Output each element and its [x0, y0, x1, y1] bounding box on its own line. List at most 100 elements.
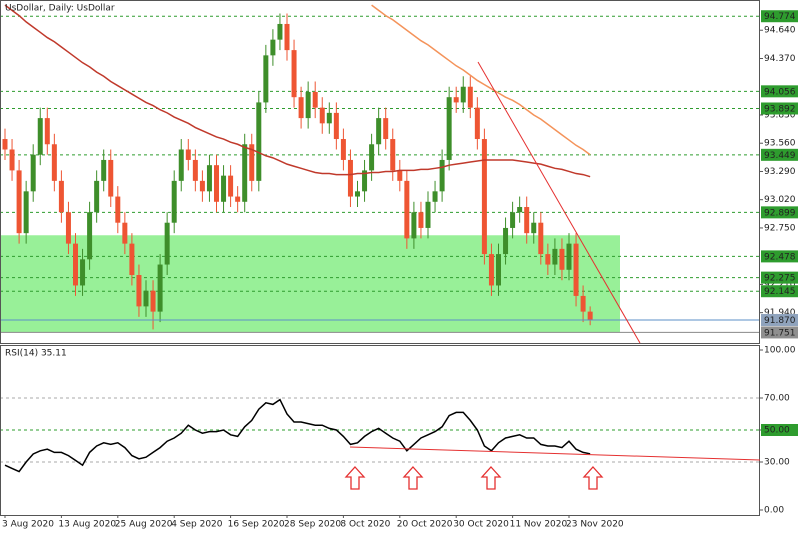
candle-body — [242, 144, 248, 202]
y-tick-label: 0.00 — [764, 506, 784, 516]
up-arrow — [402, 466, 424, 490]
candle-body — [277, 23, 283, 40]
price-label: 94.774 — [764, 12, 796, 22]
chart-title: UsDollar, Daily: UsDollar — [5, 4, 115, 14]
candle-body — [404, 180, 410, 239]
price-label: 91.751 — [764, 328, 796, 338]
candle-body — [587, 311, 593, 320]
candle-body — [481, 139, 487, 255]
candle-body — [559, 248, 565, 270]
y-tick-label: 70.00 — [764, 394, 790, 404]
candle-body — [474, 107, 480, 140]
candle-body — [453, 97, 459, 103]
candle-body — [143, 290, 149, 307]
candle-body — [503, 227, 509, 255]
candle-body — [73, 243, 78, 286]
x-tick-label: 11 Nov 2020 — [510, 520, 568, 530]
y-tick-label: 93.830 — [764, 110, 796, 120]
y-tick-label: 91.940 — [764, 308, 796, 318]
candle-body — [228, 175, 234, 197]
candle-body — [552, 248, 558, 265]
candle-body — [340, 139, 346, 160]
candle-body — [221, 175, 227, 202]
candle-body — [418, 212, 424, 228]
price-label-box — [761, 102, 798, 115]
x-tick-label: 3 Aug 2020 — [2, 520, 54, 530]
rsi-title: RSI(14) 35.11 — [5, 349, 67, 359]
candle-body — [425, 201, 431, 228]
candle-body — [2, 139, 8, 150]
candle-body — [333, 112, 339, 140]
candle-body — [362, 170, 368, 192]
price-label-box — [761, 285, 798, 298]
candle-body — [164, 222, 170, 265]
y-tick-label: 93.560 — [764, 139, 796, 149]
x-tick-label: 23 Nov 2020 — [566, 520, 624, 530]
candle-body — [467, 86, 473, 108]
candle-body — [122, 222, 128, 244]
candle-body — [545, 254, 551, 265]
candle-body — [517, 207, 523, 213]
candle-body — [397, 170, 403, 181]
candle-body — [439, 159, 445, 192]
candle-body — [249, 144, 255, 181]
price-label: 92.275 — [764, 274, 796, 284]
candle-body — [291, 50, 297, 98]
x-tick-label: 8 Oct 2020 — [340, 520, 390, 530]
price-label-box — [761, 313, 798, 326]
candle-body — [199, 180, 205, 192]
candle-body — [235, 196, 241, 202]
x-tick-label: 30 Oct 2020 — [453, 520, 509, 530]
y-tick-label: 50.00 — [764, 426, 790, 436]
candle-body — [58, 180, 64, 213]
candle-body — [524, 207, 530, 234]
candle-body — [30, 154, 36, 192]
price-label-box — [761, 250, 798, 263]
candle-body — [312, 91, 318, 108]
y-tick-label: 93.290 — [764, 167, 796, 177]
candle-body — [150, 290, 156, 312]
candle-body — [573, 243, 579, 296]
y-tick-label: 92.750 — [764, 223, 796, 233]
arrows — [344, 466, 604, 490]
candle-body — [94, 180, 100, 213]
y-tick-label: 94.370 — [764, 54, 796, 64]
candle-body — [298, 97, 304, 119]
candle-body — [9, 149, 15, 171]
candle-body — [355, 191, 360, 197]
up-arrow — [480, 466, 502, 490]
rsi-trend-line — [349, 446, 761, 461]
price-label: 92.145 — [764, 287, 796, 297]
candle-body — [51, 144, 57, 181]
price-panel: 94.640 94.370 93.830 93.560 93.290 93.020 92.7… — [0, 4, 798, 339]
candle-body — [580, 295, 586, 312]
price-label-box — [761, 271, 798, 284]
y-tick-label: 93.020 — [764, 195, 796, 205]
candle-body — [369, 144, 375, 171]
candle-body — [101, 159, 107, 181]
y-tick-box — [761, 424, 798, 436]
price-label-box — [761, 148, 798, 161]
candle-body — [185, 149, 191, 160]
candle-body — [347, 159, 353, 197]
x-tick-label: 25 Aug 2020 — [115, 520, 173, 530]
candle-body — [87, 212, 93, 260]
candle-body — [115, 196, 121, 223]
candle-body — [566, 243, 572, 270]
y-tick-label: 92.210 — [764, 280, 796, 290]
candle-body — [37, 118, 43, 155]
candle-body — [284, 23, 290, 51]
y-tick-label: 30.00 — [764, 458, 790, 468]
price-label: 93.892 — [764, 104, 796, 114]
price-frame — [0, 0, 760, 344]
x-tick-label: 20 Oct 2020 — [397, 520, 453, 530]
price-label: 92.899 — [764, 208, 796, 218]
rsi-line — [4, 398, 591, 473]
x-tick-label: 16 Sep 2020 — [228, 520, 285, 530]
price-label-box — [761, 206, 798, 219]
candle-body — [531, 222, 537, 234]
candle-body — [108, 159, 114, 197]
candle-body — [411, 212, 417, 239]
rsi-frame — [0, 345, 760, 516]
